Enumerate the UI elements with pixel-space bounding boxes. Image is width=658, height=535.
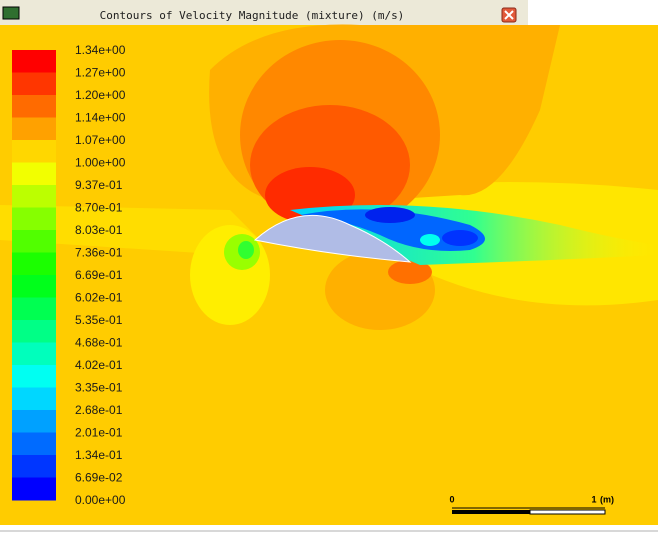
colorbar-band (12, 477, 56, 501)
colorbar-label: 2.68e-01 (75, 403, 123, 417)
colorbar-label: 1.34e-01 (75, 448, 123, 462)
colorbar-label: 8.03e-01 (75, 223, 123, 237)
colorbar-band (12, 342, 56, 366)
colorbar-band (12, 117, 56, 141)
colorbar-label: 2.01e-01 (75, 426, 123, 440)
colorbar-band (12, 230, 56, 253)
scale-bar: 0 1 (m) (449, 494, 614, 515)
colorbar-band (12, 185, 56, 208)
colorbar-label: 6.02e-01 (75, 291, 123, 305)
colorbar-label: 9.37e-01 (75, 178, 123, 192)
colorbar-label: 8.70e-01 (75, 201, 123, 215)
colorbar-label: 4.02e-01 (75, 358, 123, 372)
scale-label: 1 (591, 494, 596, 504)
colorbar-band (12, 455, 56, 478)
colorbar-band (12, 365, 56, 388)
window-icon (2, 6, 20, 20)
contour-field (0, 24, 658, 525)
scale-unit: (m) (600, 494, 614, 504)
scale-label: 0 (449, 494, 454, 504)
title-bar (0, 0, 528, 25)
colorbar-band (12, 432, 56, 456)
colorbar-label: 7.36e-01 (75, 246, 123, 260)
colorbar-band (12, 207, 56, 231)
colorbar: 1.34e+00 1.27e+00 1.20e+00 1.14e+00 1.07e+00… (12, 43, 126, 507)
colorbar-band (12, 387, 56, 411)
bottom-strip (0, 525, 658, 535)
colorbar-label: 4.68e-01 (75, 336, 123, 350)
colorbar-label: 1.20e+00 (75, 88, 126, 102)
colorbar-band (12, 297, 56, 321)
colorbar-band (12, 162, 56, 186)
colorbar-band (12, 410, 56, 433)
close-icon (504, 10, 514, 20)
colorbar-band (12, 320, 56, 343)
colorbar-label: 6.69e-01 (75, 268, 123, 282)
window-title: Contours of Velocity Magnitude (mixture)… (100, 9, 405, 22)
colorbar-band (12, 140, 56, 163)
colorbar-label: 3.35e-01 (75, 381, 123, 395)
colorbar-band (12, 252, 56, 276)
colorbar-label: 1.27e+00 (75, 66, 126, 80)
colorbar-band (12, 95, 56, 118)
colorbar-label: 1.00e+00 (75, 156, 126, 170)
colorbar-label: 0.00e+00 (75, 493, 126, 507)
colorbar-band (12, 275, 56, 298)
colorbar-label: 1.14e+00 (75, 111, 126, 125)
colorbar-band (12, 50, 56, 73)
colorbar-label: 5.35e-01 (75, 313, 123, 327)
colorbar-label: 1.07e+00 (75, 133, 126, 147)
colorbar-label: 1.34e+00 (75, 43, 126, 57)
colorbar-label: 6.69e-02 (75, 471, 123, 485)
colorbar-band (12, 72, 56, 96)
